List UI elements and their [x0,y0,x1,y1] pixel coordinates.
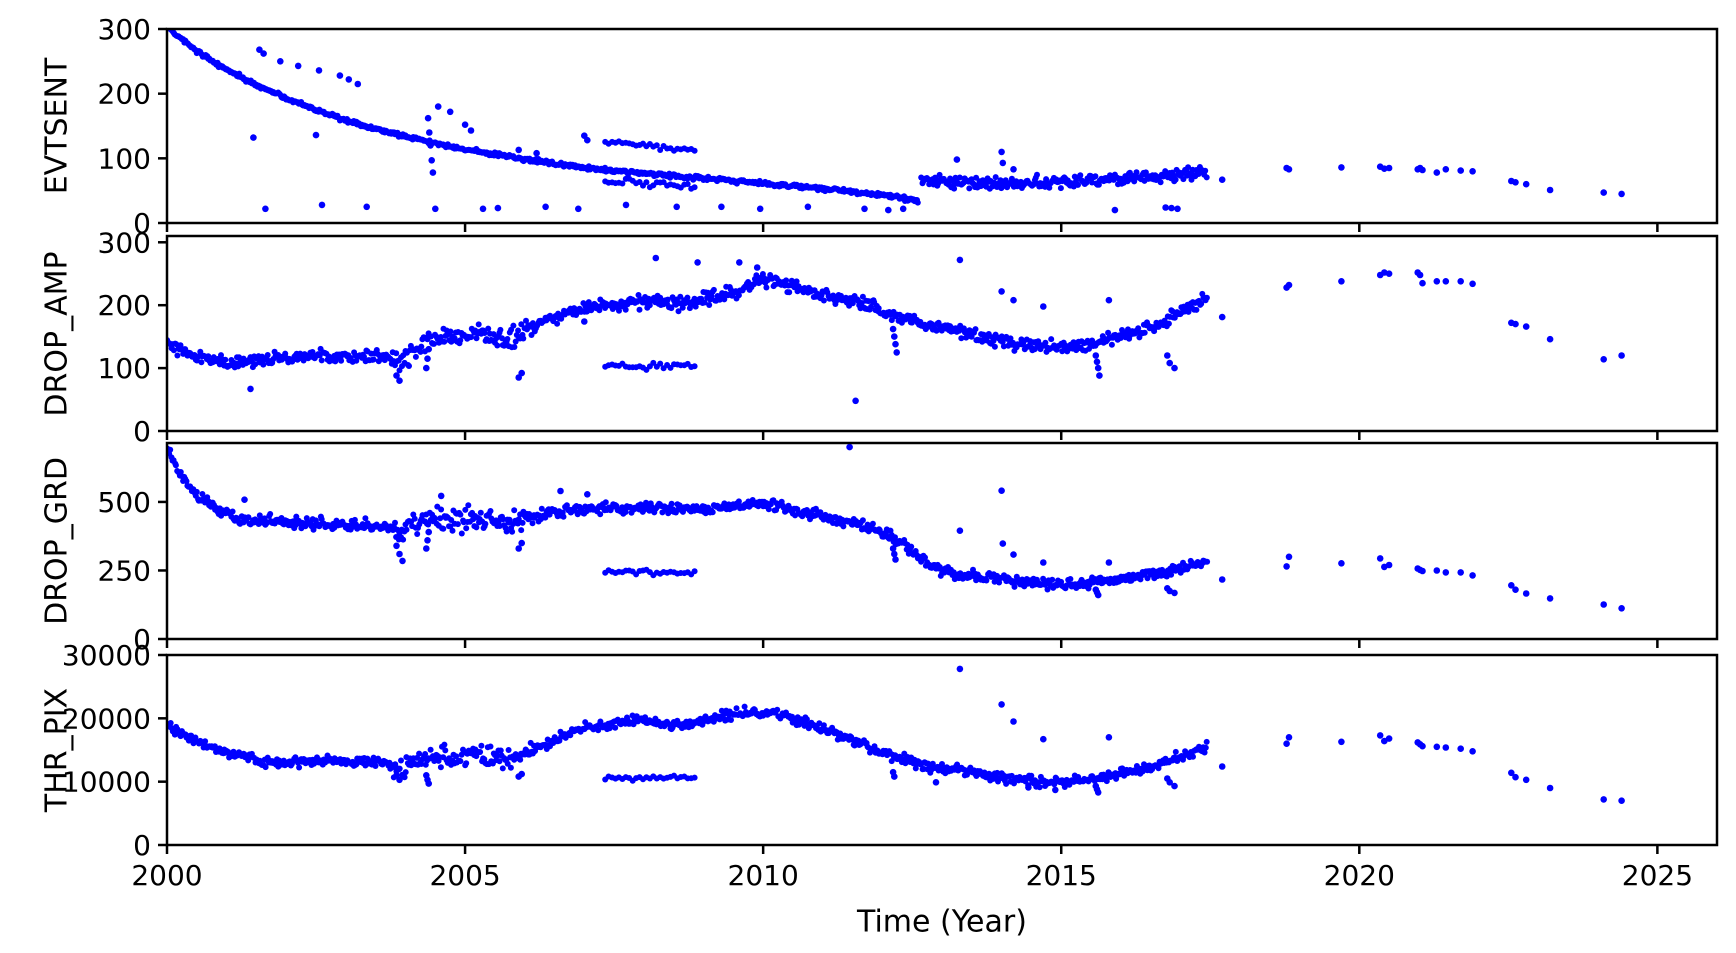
x-tick-label: 2010 [728,859,799,892]
scatter-series-thr_pix [167,665,1625,804]
y-tick-label: 100 [98,352,151,385]
y-tick-label: 0 [133,829,151,862]
y-tick-label: 200 [98,78,151,111]
x-tick-label: 2005 [429,859,500,892]
x-tick-label: 2020 [1324,859,1395,892]
x-tick-label: 2015 [1026,859,1097,892]
y-tick-label: 0 [133,623,151,656]
y-tick-label: 300 [98,226,151,259]
x-axis-label: Time (Year) [857,904,1027,940]
x-tick-label: 2000 [131,859,202,892]
y-tick-label: 0 [133,415,151,448]
y-axis-label-drop-amp: DROP_AMP [39,251,75,417]
panel-frame-drop_amp [165,234,1719,433]
panel-frame-drop_grd [165,441,1719,641]
y-tick-label: 30000 [62,639,151,672]
scatter-series-evtsent [167,29,1625,214]
y-tick-label: 20000 [62,702,151,735]
y-tick-label: 300 [98,13,151,46]
scatter-series-drop_amp [167,254,1625,405]
panel-frame-evtsent [165,27,1719,225]
y-tick-label: 200 [98,289,151,322]
y-axis-label-evtsent: EVTSENT [39,57,75,195]
y-tick-label: 10000 [62,766,151,799]
y-tick-label: 100 [98,142,151,175]
x-tick-label: 2025 [1622,859,1693,892]
panel-frame-thr_pix [165,653,1719,847]
y-tick-label: 0 [133,207,151,240]
y-axis-label-drop-grd: DROP_GRD [39,457,75,625]
scatter-series-drop_grd [167,443,1625,612]
y-tick-label: 500 [98,486,151,519]
y-tick-label: 250 [98,554,151,587]
y-axis-label-thr-pix: THR_PIX [39,687,75,813]
